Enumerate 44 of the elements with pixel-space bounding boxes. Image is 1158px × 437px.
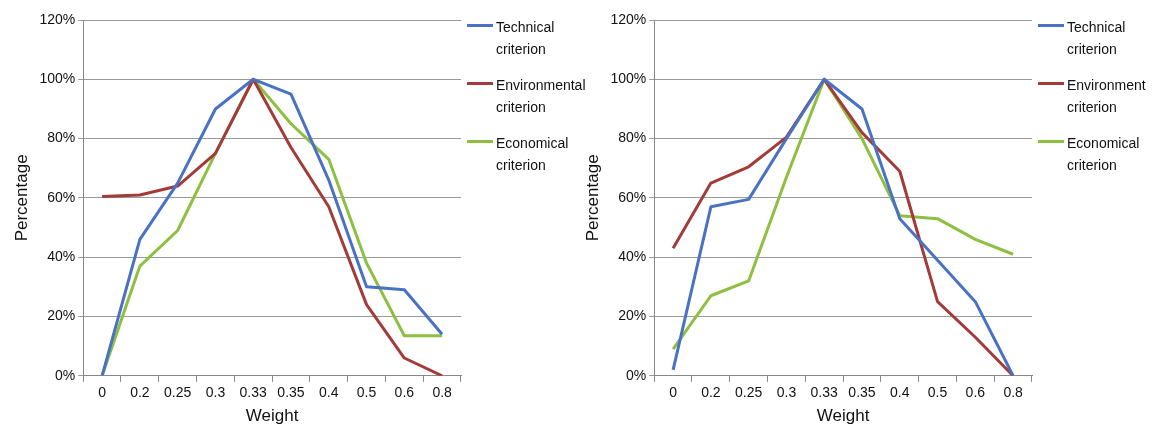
legend-label: Environmental criterion — [496, 76, 586, 117]
y-tick-label: 60% — [47, 188, 76, 205]
y-tick-label: 120% — [39, 10, 76, 27]
x-tick-label: 0.35 — [848, 384, 876, 401]
legend-label: Environment criterion — [1067, 76, 1147, 117]
legend-label: Technical criterion — [496, 18, 556, 59]
y-tick-label: 80% — [618, 129, 647, 146]
y-tick-label: 20% — [618, 307, 647, 324]
y-axis-title: Percentage — [11, 154, 31, 242]
x-tick-label: 0.8 — [432, 384, 453, 401]
y-tick-label: 100% — [39, 70, 76, 87]
y-tick-label: 80% — [47, 129, 76, 146]
x-tick-label: 0.5 — [356, 384, 377, 401]
x-tick-label: 0.33 — [810, 384, 839, 401]
x-tick-label: 0.2 — [701, 384, 721, 401]
x-tick-label: 0.4 — [319, 384, 339, 401]
x-tick-label: 0.25 — [164, 384, 192, 401]
x-axis-title: Weight — [816, 406, 870, 426]
x-tick-label: 0.33 — [239, 384, 268, 401]
x-tick-label: 0 — [98, 384, 107, 401]
x-tick-label: 0.4 — [890, 384, 910, 401]
y-tick-label: 100% — [610, 70, 647, 87]
legend-label: Economical criterion — [1067, 134, 1141, 175]
legend-label: Economical criterion — [496, 134, 570, 175]
y-tick-label: 0% — [54, 366, 76, 383]
y-tick-label: 40% — [618, 248, 647, 265]
x-axis-title: Weight — [245, 406, 299, 426]
x-tick-label: 0.8 — [1003, 384, 1024, 401]
x-tick-label: 0.3 — [205, 384, 226, 401]
x-tick-label: 0.3 — [776, 384, 797, 401]
y-tick-label: 120% — [610, 10, 647, 27]
legend-label: Technical criterion — [1067, 18, 1127, 59]
y-tick-label: 60% — [618, 188, 647, 205]
y-axis-title: Percentage — [582, 154, 602, 242]
x-tick-label: 0.6 — [394, 384, 415, 401]
x-tick-label: 0.6 — [965, 384, 986, 401]
x-tick-label: 0.5 — [927, 384, 948, 401]
x-tick-label: 0.35 — [277, 384, 305, 401]
y-tick-label: 20% — [47, 307, 76, 324]
x-tick-label: 0 — [669, 384, 678, 401]
x-tick-label: 0.25 — [735, 384, 763, 401]
y-tick-label: 40% — [47, 248, 76, 265]
y-tick-label: 0% — [625, 366, 647, 383]
x-tick-label: 0.2 — [130, 384, 150, 401]
